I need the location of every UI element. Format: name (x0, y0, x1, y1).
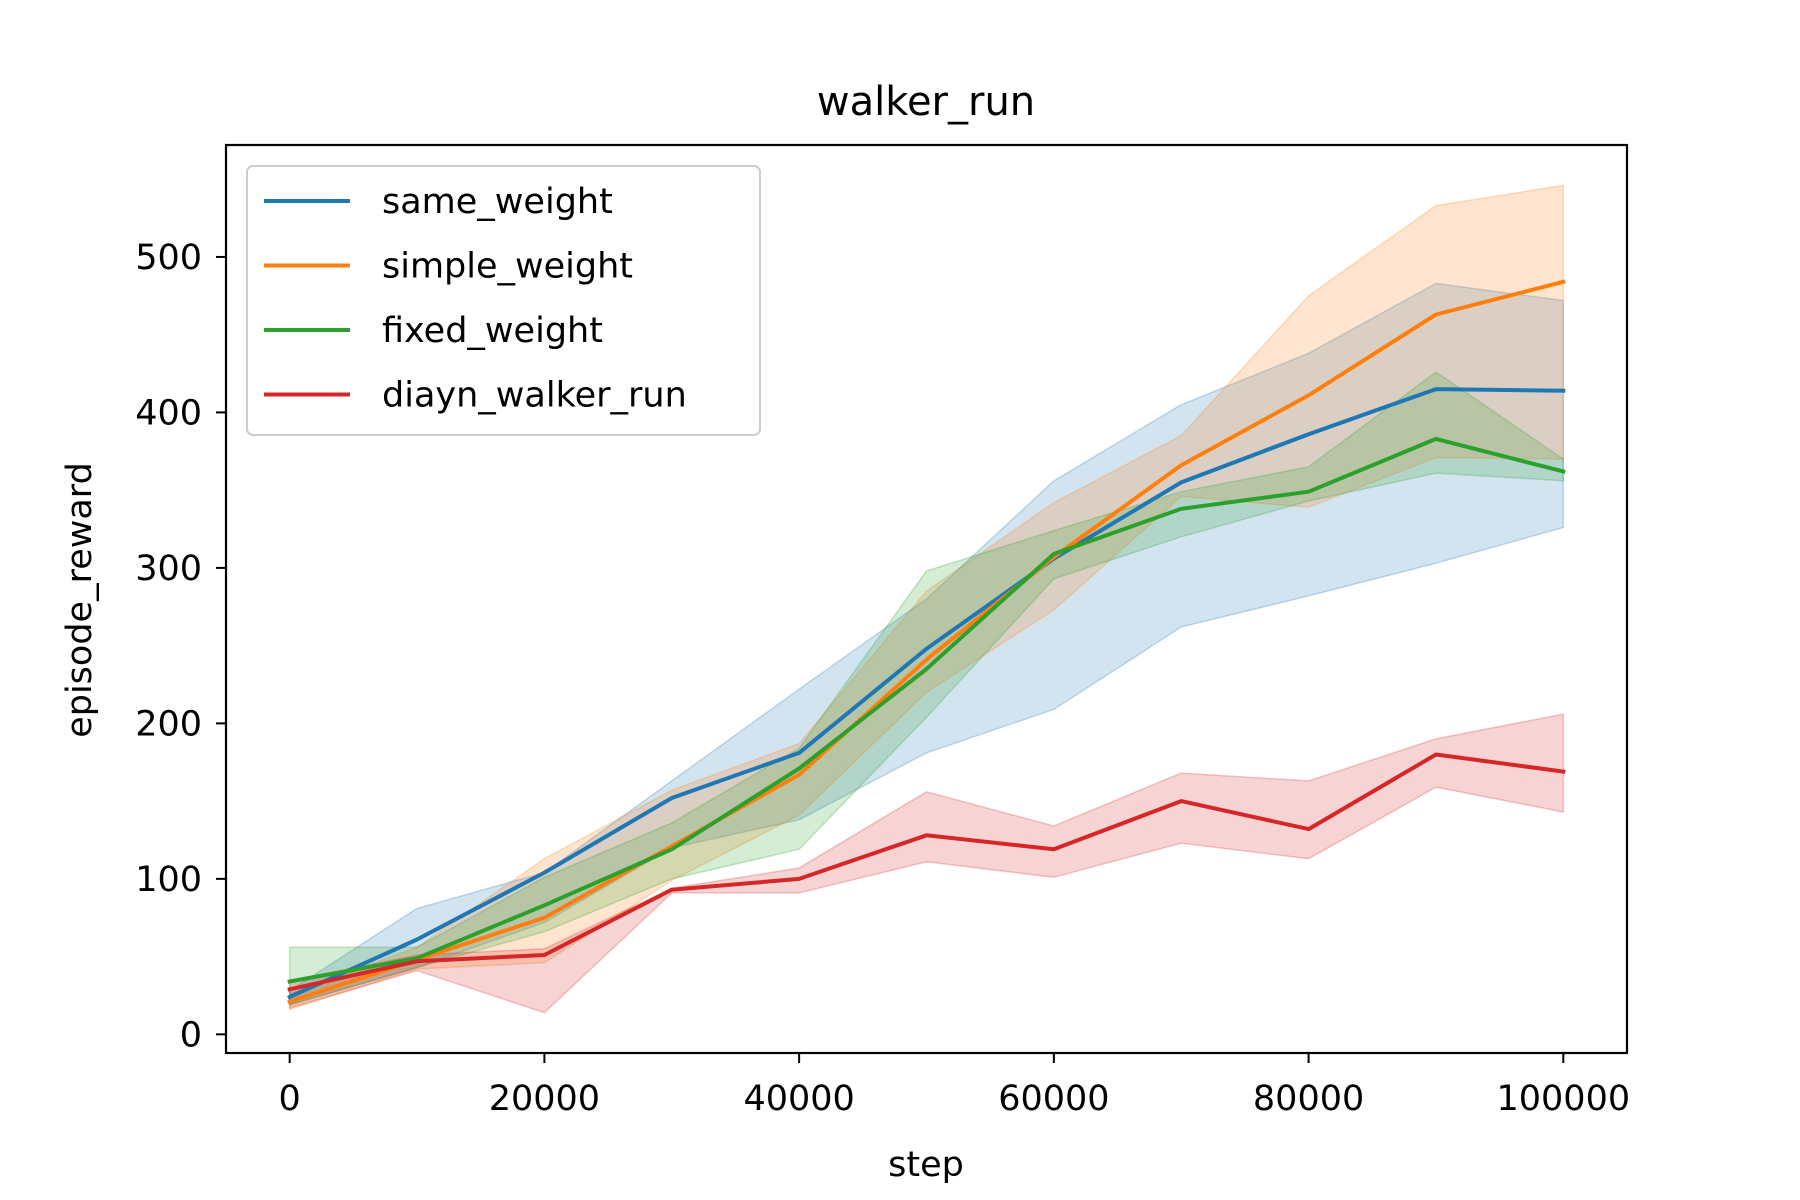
x-tick-label: 80000 (1253, 1079, 1364, 1119)
line-simple-weight (287, 279, 1566, 1005)
legend-label-fixed-weight: fixed_weight (382, 311, 603, 351)
y-tick-label: 200 (135, 704, 202, 744)
band-diayn-walker-run (288, 713, 1565, 1014)
x-axis-label: step (888, 1145, 964, 1185)
legend: same_weight simple_weight fixed_weightdiay… (246, 165, 761, 436)
band-simple-weight (288, 184, 1565, 1011)
y-tick-label: 100 (135, 860, 202, 900)
x-tick-label: 60000 (998, 1079, 1109, 1119)
y-tick-label: 500 (135, 238, 202, 278)
y-tick-label: 300 (135, 549, 202, 589)
legend-box (246, 165, 761, 436)
y-tick-label: 400 (135, 393, 202, 433)
line-fixed-weight (287, 436, 1566, 984)
x-tick-label: 0 (279, 1079, 301, 1119)
confidence-bands (288, 184, 1565, 1014)
legend-label-simple-weight: simple_weight (382, 247, 633, 287)
x-axis-ticks: 0 20000 40000 60000 80000 100000 (279, 1053, 1631, 1119)
legend-label-same-weight: same_weight (382, 182, 613, 222)
y-axis-ticks: 0 100 200 300 400 500 (135, 238, 226, 1055)
y-axis-label: episode_reward (60, 462, 100, 738)
band-same-weight (288, 282, 1565, 1006)
series-lines (287, 279, 1566, 1005)
y-tick-label: 0 (180, 1015, 202, 1055)
x-tick-label: 20000 (489, 1079, 600, 1119)
x-tick-label: 40000 (743, 1079, 854, 1119)
line-diayn-walker-run (287, 752, 1566, 992)
plot-frame (224, 143, 1629, 1055)
band-fixed-weight (288, 371, 1565, 1006)
line-same-weight (287, 387, 1566, 1000)
x-tick-label: 100000 (1497, 1079, 1631, 1119)
chart-title: walker_run (817, 79, 1035, 125)
legend-label-diayn-walker-run: diayn_walker_run (382, 376, 687, 416)
